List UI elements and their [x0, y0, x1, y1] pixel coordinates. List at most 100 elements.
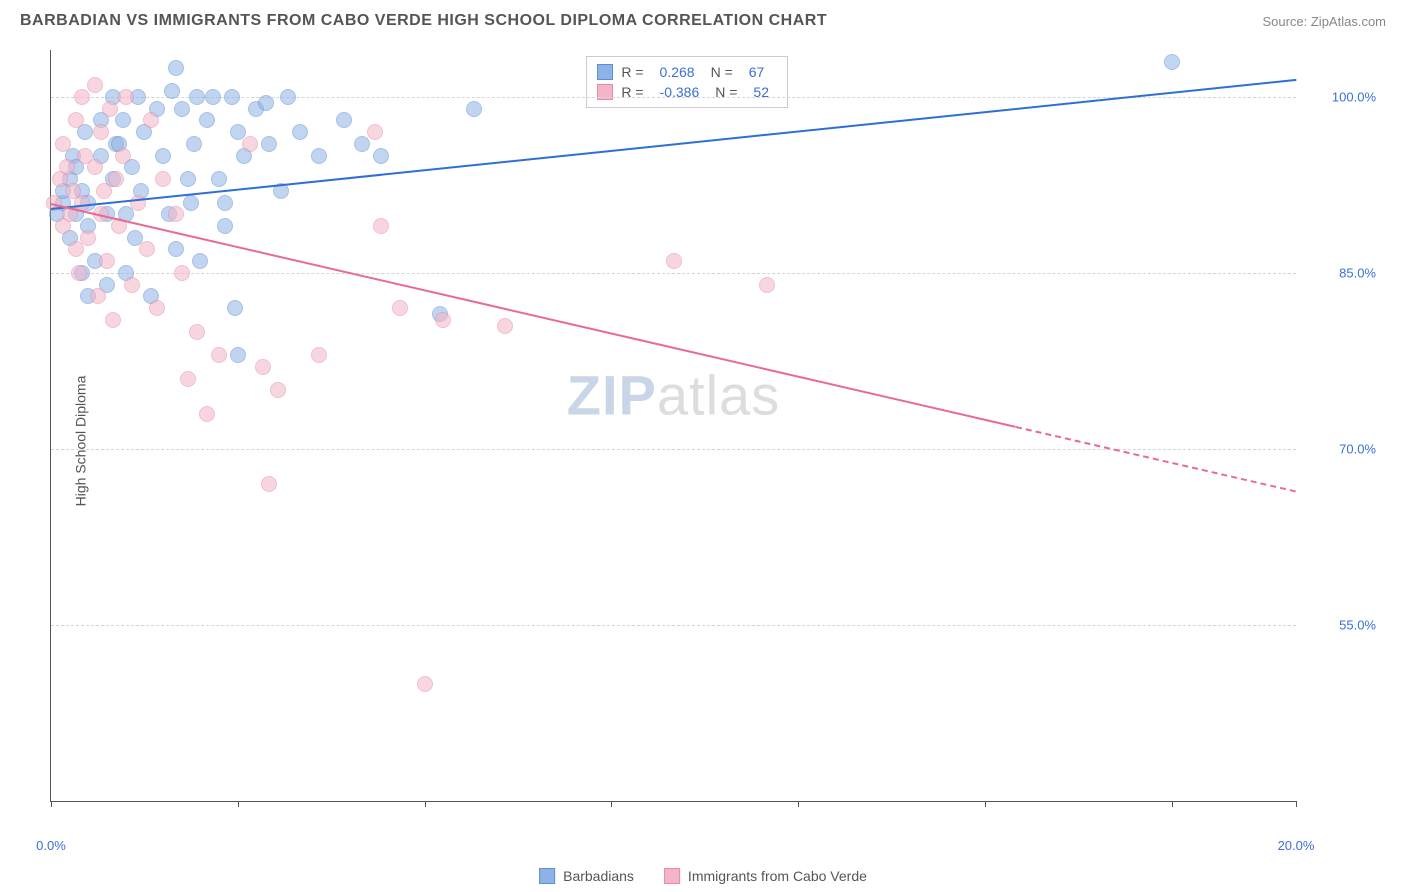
correlation-stats-box: R = 0.268 N = 67 R = -0.386 N = 52 [586, 56, 788, 108]
scatter-point [261, 476, 277, 492]
scatter-point [224, 89, 240, 105]
plot-area: R = 0.268 N = 67 R = -0.386 N = 52 ZIPat… [50, 50, 1296, 802]
trend-line [51, 203, 1016, 428]
x-tick-mark [425, 801, 426, 807]
source-attribution: Source: ZipAtlas.com [1262, 14, 1386, 29]
y-tick-label: 70.0% [1339, 441, 1376, 456]
watermark-atlas: atlas [657, 364, 780, 427]
scatter-point [230, 347, 246, 363]
legend-item-2: Immigrants from Cabo Verde [664, 868, 867, 884]
x-tick-mark [51, 801, 52, 807]
x-tick-mark [985, 801, 986, 807]
scatter-point [68, 241, 84, 257]
chart-container: High School Diploma R = 0.268 N = 67 R =… [50, 50, 1386, 832]
scatter-point [118, 89, 134, 105]
scatter-point [68, 112, 84, 128]
scatter-point [205, 89, 221, 105]
scatter-point [242, 136, 258, 152]
scatter-point [217, 218, 233, 234]
scatter-point [168, 60, 184, 76]
scatter-point [497, 318, 513, 334]
scatter-point [417, 676, 433, 692]
stats-row-series1: R = 0.268 N = 67 [597, 62, 777, 82]
trend-line-extrapolated [1016, 426, 1297, 492]
scatter-point [174, 265, 190, 281]
scatter-point [180, 371, 196, 387]
scatter-point [255, 359, 271, 375]
scatter-point [130, 195, 146, 211]
scatter-point [71, 265, 87, 281]
scatter-point [435, 312, 451, 328]
scatter-point [373, 218, 389, 234]
scatter-point [108, 171, 124, 187]
scatter-point [217, 195, 233, 211]
x-tick-label: 0.0% [36, 838, 66, 853]
scatter-point [211, 171, 227, 187]
scatter-point [292, 124, 308, 140]
scatter-point [74, 89, 90, 105]
scatter-point [354, 136, 370, 152]
y-tick-label: 85.0% [1339, 265, 1376, 280]
watermark-zip: ZIP [567, 364, 657, 427]
scatter-point [199, 112, 215, 128]
scatter-point [311, 347, 327, 363]
scatter-point [189, 89, 205, 105]
scatter-point [258, 95, 274, 111]
scatter-point [261, 136, 277, 152]
scatter-point [87, 159, 103, 175]
r-label: R = [621, 64, 643, 80]
scatter-point [759, 277, 775, 293]
scatter-point [336, 112, 352, 128]
scatter-point [164, 83, 180, 99]
scatter-point [155, 171, 171, 187]
scatter-point [311, 148, 327, 164]
scatter-point [174, 101, 190, 117]
x-tick-label: 20.0% [1278, 838, 1315, 853]
scatter-point [367, 124, 383, 140]
scatter-point [59, 159, 75, 175]
x-tick-mark [1172, 801, 1173, 807]
scatter-point [1164, 54, 1180, 70]
scatter-point [192, 253, 208, 269]
scatter-point [183, 195, 199, 211]
x-tick-mark [798, 801, 799, 807]
scatter-point [93, 124, 109, 140]
scatter-point [392, 300, 408, 316]
scatter-point [199, 406, 215, 422]
scatter-point [168, 241, 184, 257]
scatter-point [115, 148, 131, 164]
scatter-point [115, 112, 131, 128]
x-tick-mark [1296, 801, 1297, 807]
scatter-point [96, 183, 112, 199]
scatter-point [90, 288, 106, 304]
n-value-1: 67 [749, 64, 765, 80]
gridline [51, 273, 1296, 274]
watermark: ZIPatlas [567, 363, 780, 428]
stats-row-series2: R = -0.386 N = 52 [597, 82, 777, 102]
legend-swatch-1 [539, 868, 555, 884]
scatter-point [180, 171, 196, 187]
scatter-point [227, 300, 243, 316]
scatter-point [189, 324, 205, 340]
scatter-point [211, 347, 227, 363]
n-label: N = [711, 64, 733, 80]
scatter-point [102, 101, 118, 117]
gridline [51, 625, 1296, 626]
scatter-point [155, 148, 171, 164]
scatter-point [466, 101, 482, 117]
legend-label-2: Immigrants from Cabo Verde [688, 868, 867, 884]
legend-swatch-2 [664, 868, 680, 884]
x-tick-mark [611, 801, 612, 807]
scatter-point [80, 230, 96, 246]
legend-item-1: Barbadians [539, 868, 634, 884]
scatter-point [139, 241, 155, 257]
scatter-point [373, 148, 389, 164]
scatter-point [87, 77, 103, 93]
chart-title: BARBADIAN VS IMMIGRANTS FROM CABO VERDE … [20, 12, 827, 30]
scatter-point [143, 112, 159, 128]
swatch-series1 [597, 64, 613, 80]
scatter-point [105, 312, 121, 328]
legend: Barbadians Immigrants from Cabo Verde [539, 868, 867, 884]
y-tick-label: 55.0% [1339, 617, 1376, 632]
scatter-point [55, 136, 71, 152]
